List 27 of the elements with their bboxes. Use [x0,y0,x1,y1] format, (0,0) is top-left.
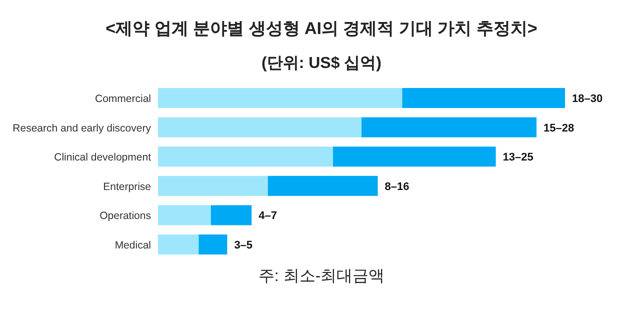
bar [158,88,402,108]
total-label: 3–5 [234,240,253,252]
chart-subtitle: (단위: US$ 십억) [262,55,382,72]
y-tick-label: Clinical development [54,152,152,164]
bar [158,176,268,196]
total-label: 4–7 [258,210,277,222]
bar [158,205,211,226]
bar [333,146,496,167]
bar [158,234,199,254]
bar [198,234,228,254]
total-label: 18–30 [572,93,603,105]
y-tick-label: Medical [114,240,151,252]
y-tick-label: Operations [100,210,151,222]
chart-title: <제약 업계 분야별 생성형 AI의 경제적 기대 가치 추정치> [106,19,538,38]
y-tick-label: Enterprise [103,180,152,193]
bar [158,117,362,138]
bar [402,88,565,108]
bar [362,117,537,138]
total-label: 15–28 [544,122,574,134]
bar [268,176,378,196]
total-label: 13–25 [502,152,534,164]
bar [210,205,252,226]
total-label: 8–16 [384,180,410,193]
bar [158,146,334,167]
y-tick-label: Commercial [94,93,151,105]
y-tick-label: Research and early discovery [12,122,152,134]
text: 주: 최소-최대금액 [258,268,385,285]
